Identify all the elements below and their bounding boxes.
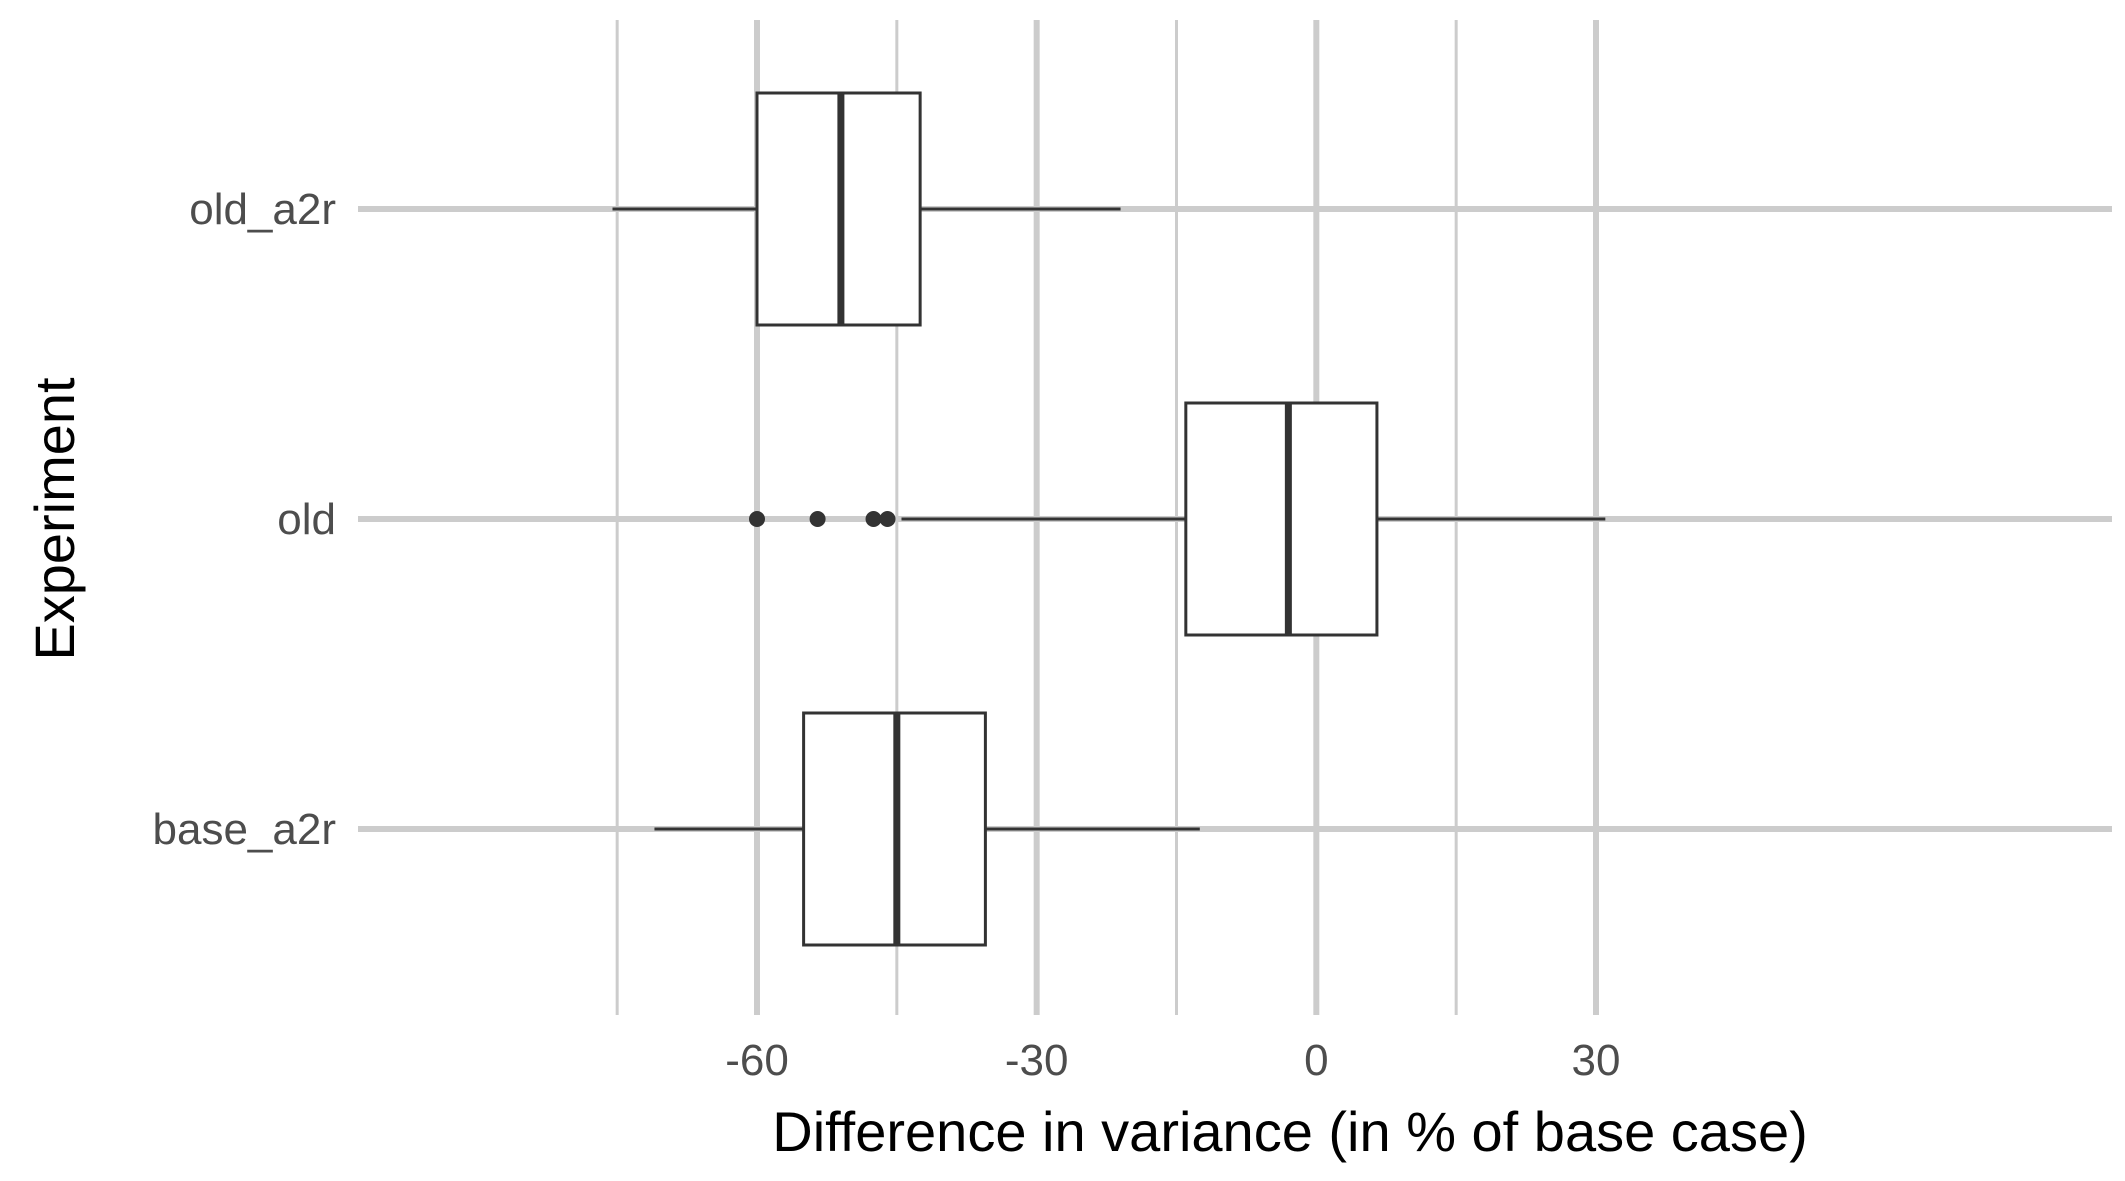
x-tick-label-1: -30 — [1005, 1036, 1069, 1085]
y-tick-label-old-a2r: old_a2r — [189, 185, 336, 234]
y-axis-title: Experiment — [23, 377, 86, 661]
box-old-outlier-2 — [865, 511, 882, 527]
box-old-outlier-0 — [749, 511, 765, 527]
y-tick-label-old: old — [277, 495, 336, 544]
x-tick-label-2: 0 — [1304, 1036, 1328, 1085]
box-old-outlier-1 — [809, 511, 826, 527]
x-tick-label-0: -60 — [725, 1036, 789, 1085]
y-tick-label-base-a2r: base_a2r — [153, 805, 336, 854]
x-tick-label-3: 30 — [1572, 1036, 1621, 1085]
box-old-outlier-3 — [879, 511, 896, 527]
x-axis-title: Difference in variance (in % of base cas… — [772, 1100, 1807, 1163]
box-old-iqr — [1184, 401, 1379, 637]
box-layer — [612, 91, 1606, 947]
